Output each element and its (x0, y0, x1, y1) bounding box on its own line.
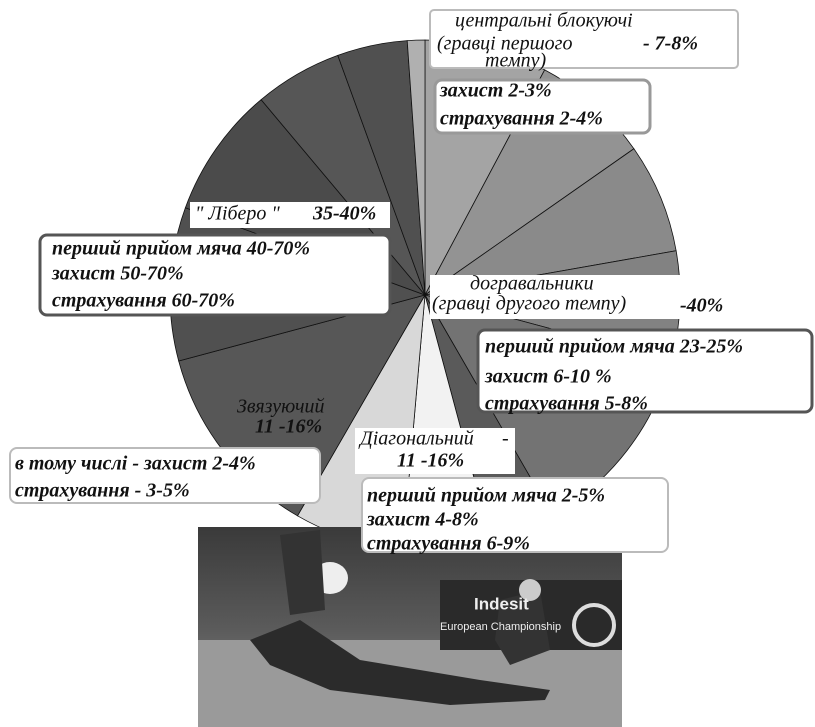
detail: страхування 5-8% (485, 393, 648, 415)
pie-wedge (424, 148, 677, 296)
role-title: Звязуючий (237, 396, 325, 418)
role-title: догравальники (470, 273, 594, 295)
detail: захист 4-8% (366, 509, 479, 531)
detail-box (476, 328, 814, 414)
detail-box (361, 477, 669, 553)
role-subtitle: (гравці другого темпу) (432, 293, 627, 315)
detail: страхування 2-4% (440, 108, 603, 130)
detail: захист 2-3% (439, 80, 552, 102)
player (280, 530, 325, 615)
logo (572, 603, 616, 647)
player (250, 620, 550, 705)
role-dash: - (502, 428, 509, 450)
role-title: Діагональний (358, 428, 474, 450)
role-title: центральні блокуючі (455, 10, 633, 32)
role-share: 11 -16% (397, 450, 464, 472)
player (495, 590, 550, 665)
detail: захист 50-70% (51, 263, 184, 285)
detail-box (9, 447, 321, 504)
detail: перший прийом мяча 40-70% (52, 238, 310, 260)
detail: в тому числі - захист 2-4% (15, 453, 256, 475)
detail-box (433, 78, 652, 135)
label-bg (190, 202, 390, 228)
detail: перший прийом мяча 23-25% (485, 336, 743, 358)
detail-box (38, 233, 392, 317)
detail: страхування 6-9% (367, 533, 530, 555)
role-subtitle: (гравці першого (437, 33, 572, 55)
role-share: -40% (680, 295, 723, 317)
role-share: - 7-8% (643, 33, 698, 55)
detail: страхування - 3-5% (15, 480, 190, 502)
detail: перший прийом мяча 2-5% (367, 485, 605, 507)
role-share: 35-40% (312, 203, 376, 225)
photo: Indesit European Championship (198, 527, 622, 727)
role-share: 11 -16% (255, 416, 322, 438)
label-box (429, 9, 739, 69)
role-subtitle: темпу) (485, 50, 546, 72)
photo-brand: Indesit (474, 594, 529, 613)
detail: страхування 60-70% (52, 290, 235, 312)
label-bg (430, 275, 730, 319)
detail: захист 6-10 % (484, 366, 612, 388)
label-bg (355, 428, 515, 474)
role-title: " Ліберо " (195, 203, 280, 225)
photo-caption: European Championship (440, 621, 561, 633)
pie-wedge (406, 39, 426, 296)
player-head (519, 579, 541, 601)
